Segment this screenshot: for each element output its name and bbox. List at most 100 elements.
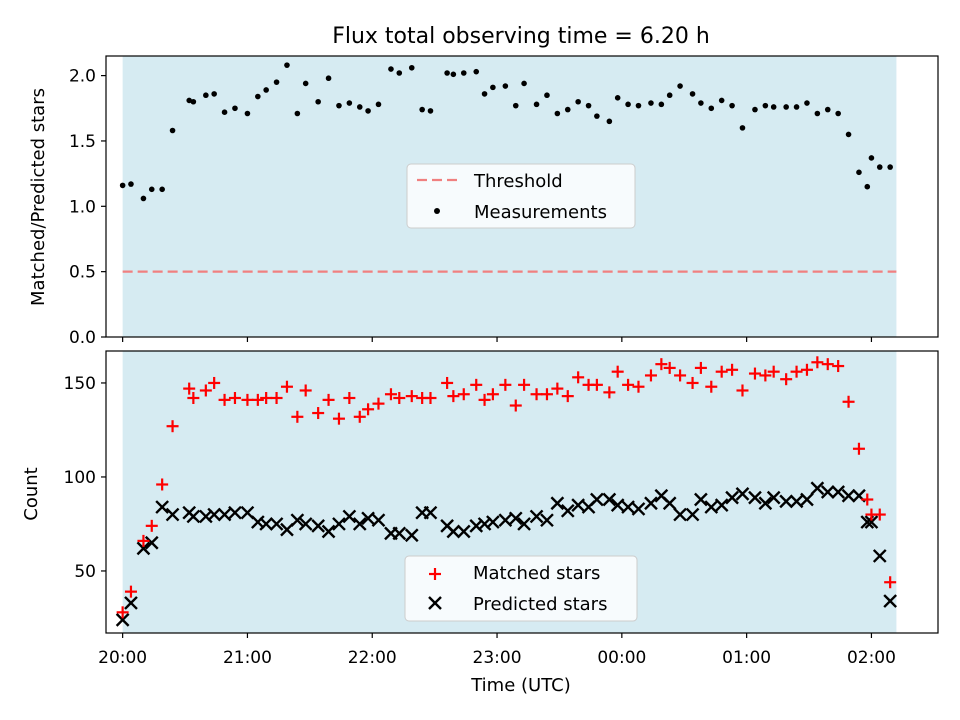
top-y-axis-label: Matched/Predicted stars [28,88,49,306]
predicted-star-point [498,513,513,528]
predicted-star-point [540,513,554,528]
measurement-point [544,92,550,99]
matched-star-point [372,397,385,410]
top-y-ticks: 0.0 0.5 1.0 1.5 2.0 [69,67,106,348]
predicted-star-point [290,513,305,528]
top-legend-box [406,163,636,229]
predicted-star-point [298,517,313,531]
measurement-point [190,98,197,105]
matched-star-point [686,376,699,389]
predicted-star-point [136,541,151,556]
matched-star-point [726,363,739,376]
bottom-x-ticks: 20:00 21:00 22:00 23:00 00:00 01:00 02:00 [98,633,896,668]
matched-star-point [353,410,366,423]
threshold-legend-label: Threshold [473,171,563,192]
measurement-point [793,104,800,110]
matched-star-point [116,606,129,619]
measurement-point [419,106,425,113]
matched-star-point [499,378,512,391]
predicted-star-point [872,549,887,563]
measurement-point [473,68,480,75]
matched-legend-label: Matched stars [473,563,600,584]
predicted-star-point [621,500,635,514]
measurement-point [502,83,509,89]
measurement-point [159,186,165,193]
measurement-point [614,95,621,101]
measurement-point [396,70,403,76]
matched-star-point [715,365,728,378]
predicted-star-point [517,517,531,531]
measurements-legend-label: Measurements [474,202,607,223]
measurement-point [375,101,382,108]
matched-star-point [478,393,491,406]
y-tick-label: 50 [74,562,96,582]
measurement-point [594,113,600,119]
predicted-star-point [560,503,575,518]
matched-star-point [312,407,325,420]
measurement-point [315,98,321,105]
measurement-point [770,104,777,110]
predicted-star-point [392,526,407,541]
predicted-star-point [714,498,729,513]
matched-star-point [759,369,772,382]
measurement-point [211,91,217,97]
measurement-point [356,104,363,110]
y-tick-label: 150 [64,374,96,394]
predicted-star-point [361,511,375,526]
measurement-point [575,98,581,105]
predicted-star-point [529,509,544,524]
measurement-point [255,93,261,100]
matched-star-point [518,378,531,391]
predicted-star-point [228,505,242,520]
predicted-star-point [704,500,719,514]
matched-star-point [384,388,397,401]
measurement-point [450,71,457,78]
bottom-panel: 50 100 150 20:00 21:00 22:00 23:00 00:00 01:00 0… [21,350,939,696]
measurement-point [814,110,821,117]
bottom-legend-box [404,555,638,622]
matched-star-point [611,365,624,378]
predicted-star-point [165,507,180,522]
chart-title: Flux total observing time = 6.20 h [332,24,710,49]
predicted-star-point [144,535,159,550]
measurement-point [762,102,769,109]
matched-star-point [322,393,335,406]
matched-star-point [632,380,645,393]
matched-star-point [540,388,553,401]
x-tick-label: 02:00 [847,648,896,668]
measurement-point [708,105,715,112]
predicted-star-point [810,481,825,496]
matched-star-point [270,392,283,404]
matched-star-point [332,412,345,425]
predicted-star-point [748,490,762,505]
matched-star-point [852,442,865,455]
matched-star-point [832,360,845,373]
measurement-point [783,104,789,110]
top-axes-frame [105,55,939,338]
predicted-star-point [352,517,367,531]
measurement-point [835,110,841,117]
measurement-point [140,195,147,202]
x-axis-label: Time (UTC) [470,675,571,696]
matched-star-point [736,384,749,397]
matched-star-point [674,369,687,382]
measurement-point [564,106,571,113]
measurement-point [284,62,290,68]
predicted-star-point [207,507,222,522]
measurement-point [427,108,434,114]
predicted-star-point [371,513,386,528]
predicted-star-point [124,596,138,610]
predicted-star-point [725,490,739,505]
predicted-star-point [789,494,804,509]
measurement-point [585,102,592,109]
predicted-star-point [779,494,794,509]
measurements-series [119,62,893,202]
measurement-point [263,87,269,93]
matched-star-point [884,576,897,589]
matched-star-point [145,519,158,532]
matched-star-point [405,390,418,403]
predicted-star-point [735,487,750,501]
matched-star-point [187,392,200,404]
measurement-point [666,92,673,99]
matched-star-point [166,420,179,433]
